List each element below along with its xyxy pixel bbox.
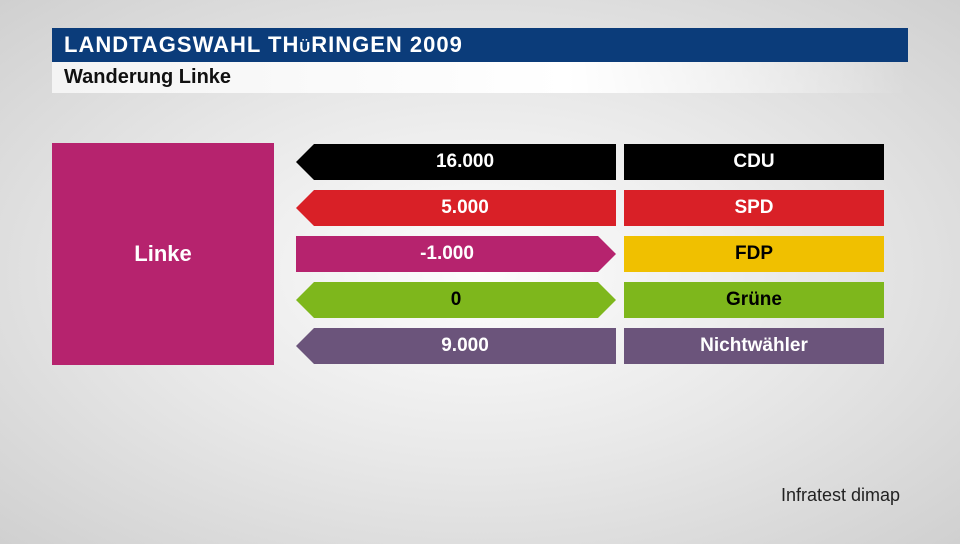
subtitle-bar: Wanderung Linke bbox=[52, 62, 908, 93]
chart-content: Linke 16.000CDU5.000SPD-1.000FDP0Grüne9.… bbox=[0, 143, 960, 365]
flow-arrow: 9.000 bbox=[296, 328, 616, 364]
party-box: Nichtwähler bbox=[624, 328, 884, 364]
flow-row: 0 Grüne bbox=[296, 282, 908, 318]
party-box: FDP bbox=[624, 236, 884, 272]
party-box: SPD bbox=[624, 190, 884, 226]
flow-value: -1.000 bbox=[296, 236, 598, 272]
arrow-left-icon bbox=[296, 190, 314, 226]
flow-arrow: 16.000 bbox=[296, 144, 616, 180]
arrow-right-icon bbox=[598, 236, 616, 272]
party-block-label: Linke bbox=[134, 241, 191, 267]
arrow-right-icon bbox=[598, 282, 616, 318]
flow-value: 16.000 bbox=[314, 144, 616, 180]
arrow-left-icon bbox=[296, 282, 314, 318]
flow-value: 5.000 bbox=[314, 190, 616, 226]
flow-value: 0 bbox=[314, 282, 598, 318]
party-box: CDU bbox=[624, 144, 884, 180]
title-bar: LANDTAGSWAHL THüRINGEN 2009 bbox=[52, 28, 908, 62]
flows-container: 16.000CDU5.000SPD-1.000FDP0Grüne9.000Nic… bbox=[296, 144, 908, 364]
header: LANDTAGSWAHL THüRINGEN 2009 Wanderung Li… bbox=[0, 0, 960, 93]
arrow-left-icon bbox=[296, 144, 314, 180]
party-block-linke: Linke bbox=[52, 143, 274, 365]
flow-row: 9.000Nichtwähler bbox=[296, 328, 908, 364]
party-box: Grüne bbox=[624, 282, 884, 318]
flow-value: 9.000 bbox=[314, 328, 616, 364]
flow-arrow: 0 bbox=[296, 282, 616, 318]
arrow-left-icon bbox=[296, 328, 314, 364]
flow-row: 5.000SPD bbox=[296, 190, 908, 226]
source-label: Infratest dimap bbox=[781, 485, 900, 506]
flow-arrow: -1.000 bbox=[296, 236, 616, 272]
flow-arrow: 5.000 bbox=[296, 190, 616, 226]
flow-row: 16.000CDU bbox=[296, 144, 908, 180]
flow-row: -1.000 FDP bbox=[296, 236, 908, 272]
